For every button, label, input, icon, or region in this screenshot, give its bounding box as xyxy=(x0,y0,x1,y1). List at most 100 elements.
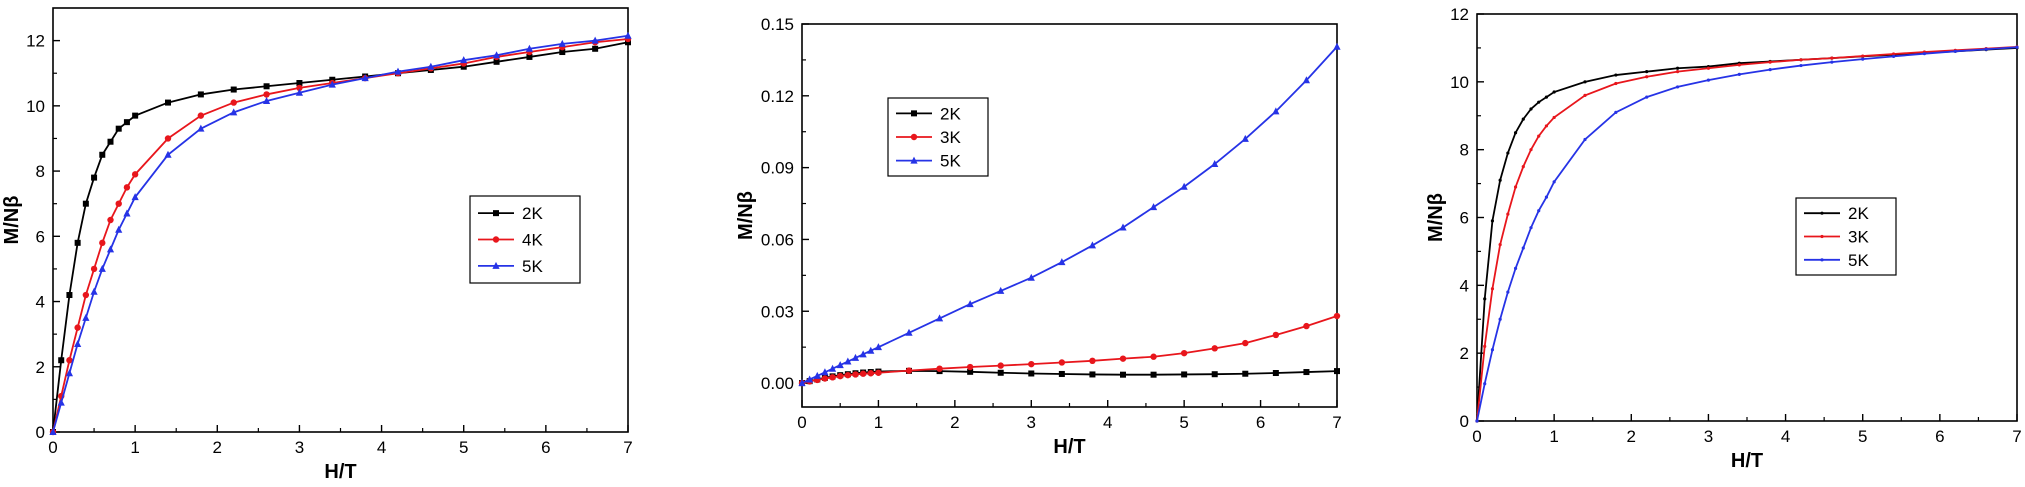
data-point xyxy=(1675,85,1680,89)
x-tick-label: 4 xyxy=(1781,427,1790,446)
data-point xyxy=(82,313,90,321)
data-point xyxy=(197,124,205,132)
x-tick-label: 7 xyxy=(623,438,632,457)
data-point xyxy=(905,328,913,336)
data-point xyxy=(115,125,122,132)
data-point xyxy=(1799,63,1803,68)
x-tick-label: 2 xyxy=(213,438,222,457)
data-point xyxy=(1830,56,1834,60)
data-point xyxy=(74,339,82,347)
data-point xyxy=(1119,355,1127,362)
x-tick-label: 1 xyxy=(130,438,139,457)
data-point xyxy=(82,291,90,299)
data-point xyxy=(1861,57,1865,61)
data-point xyxy=(1506,290,1510,294)
data-point xyxy=(1058,258,1066,266)
data-point xyxy=(836,361,844,369)
data-point xyxy=(1150,353,1157,360)
series-line xyxy=(52,41,629,433)
data-point xyxy=(1529,226,1533,230)
legend-swatch-marker xyxy=(1820,234,1824,239)
data-point xyxy=(1645,95,1649,99)
data-point xyxy=(821,375,829,382)
y-tick-label: 8 xyxy=(36,162,45,181)
data-point xyxy=(1211,371,1218,378)
y-tick-label: 0.15 xyxy=(761,15,794,34)
data-point xyxy=(1544,124,1549,128)
data-point xyxy=(591,36,599,44)
data-point xyxy=(165,99,171,106)
data-point xyxy=(1272,331,1280,339)
legend-swatch-marker xyxy=(493,210,499,217)
data-point xyxy=(625,39,631,46)
data-point xyxy=(997,286,1005,294)
data-point xyxy=(1513,185,1518,189)
x-tick-label: 5 xyxy=(1179,413,1188,432)
data-point xyxy=(851,353,860,361)
data-point xyxy=(164,150,172,158)
x-tick-label: 2 xyxy=(1627,427,1636,446)
legend-swatch-marker xyxy=(492,236,500,243)
series-line xyxy=(52,34,629,433)
y-tick-label: 2 xyxy=(1460,344,1469,363)
series-line xyxy=(1476,47,2018,422)
data-point xyxy=(107,138,114,145)
data-point xyxy=(1675,70,1680,74)
data-point xyxy=(1211,345,1218,352)
y-tick-label: 12 xyxy=(1450,5,1469,24)
data-point xyxy=(828,364,837,372)
x-tick-label: 4 xyxy=(1103,413,1112,432)
data-point xyxy=(1506,212,1510,216)
x-axis-label: H/T xyxy=(1053,436,1085,458)
data-point xyxy=(123,209,131,217)
data-point xyxy=(99,151,106,158)
series-2K xyxy=(1475,46,2019,423)
data-point xyxy=(1552,180,1556,184)
data-point xyxy=(905,367,913,374)
y-tick-label: 2 xyxy=(36,358,45,377)
data-point xyxy=(966,363,974,371)
data-point xyxy=(57,398,65,406)
series-line xyxy=(52,38,629,433)
data-point xyxy=(90,265,98,273)
x-tick-label: 0 xyxy=(48,438,57,457)
data-point xyxy=(131,171,139,178)
x-tick-label: 2 xyxy=(950,413,959,432)
data-point xyxy=(1058,359,1066,366)
data-point xyxy=(58,357,65,364)
data-point xyxy=(1302,76,1311,84)
legend-label: 5K xyxy=(522,257,543,276)
data-point xyxy=(90,287,98,295)
data-point xyxy=(1333,312,1341,320)
data-point xyxy=(1241,134,1249,142)
data-point xyxy=(197,91,204,98)
series-5K xyxy=(49,31,632,435)
data-point xyxy=(230,86,237,93)
y-tick-label: 0.06 xyxy=(761,230,794,249)
data-point xyxy=(1922,52,1927,56)
data-point xyxy=(74,324,81,331)
data-point xyxy=(558,39,566,47)
data-point xyxy=(1490,287,1495,291)
data-point xyxy=(1544,95,1549,99)
data-point xyxy=(1521,117,1525,121)
data-point xyxy=(875,369,882,376)
data-point xyxy=(2015,45,2019,49)
data-point xyxy=(967,368,974,375)
data-point xyxy=(1614,110,1618,114)
data-point xyxy=(1737,63,1741,67)
data-point xyxy=(132,112,139,119)
data-point xyxy=(1645,70,1649,74)
data-point xyxy=(1483,344,1487,348)
data-point xyxy=(559,49,566,56)
data-point xyxy=(966,300,974,308)
data-point xyxy=(525,44,534,52)
data-point xyxy=(1490,219,1495,223)
x-tick-label: 6 xyxy=(1935,427,1944,446)
x-tick-label: 1 xyxy=(874,413,883,432)
data-point xyxy=(262,96,271,104)
data-point xyxy=(1891,52,1896,56)
data-point xyxy=(1119,223,1127,231)
series-line xyxy=(801,46,1338,384)
plot-frame xyxy=(1476,13,2018,422)
